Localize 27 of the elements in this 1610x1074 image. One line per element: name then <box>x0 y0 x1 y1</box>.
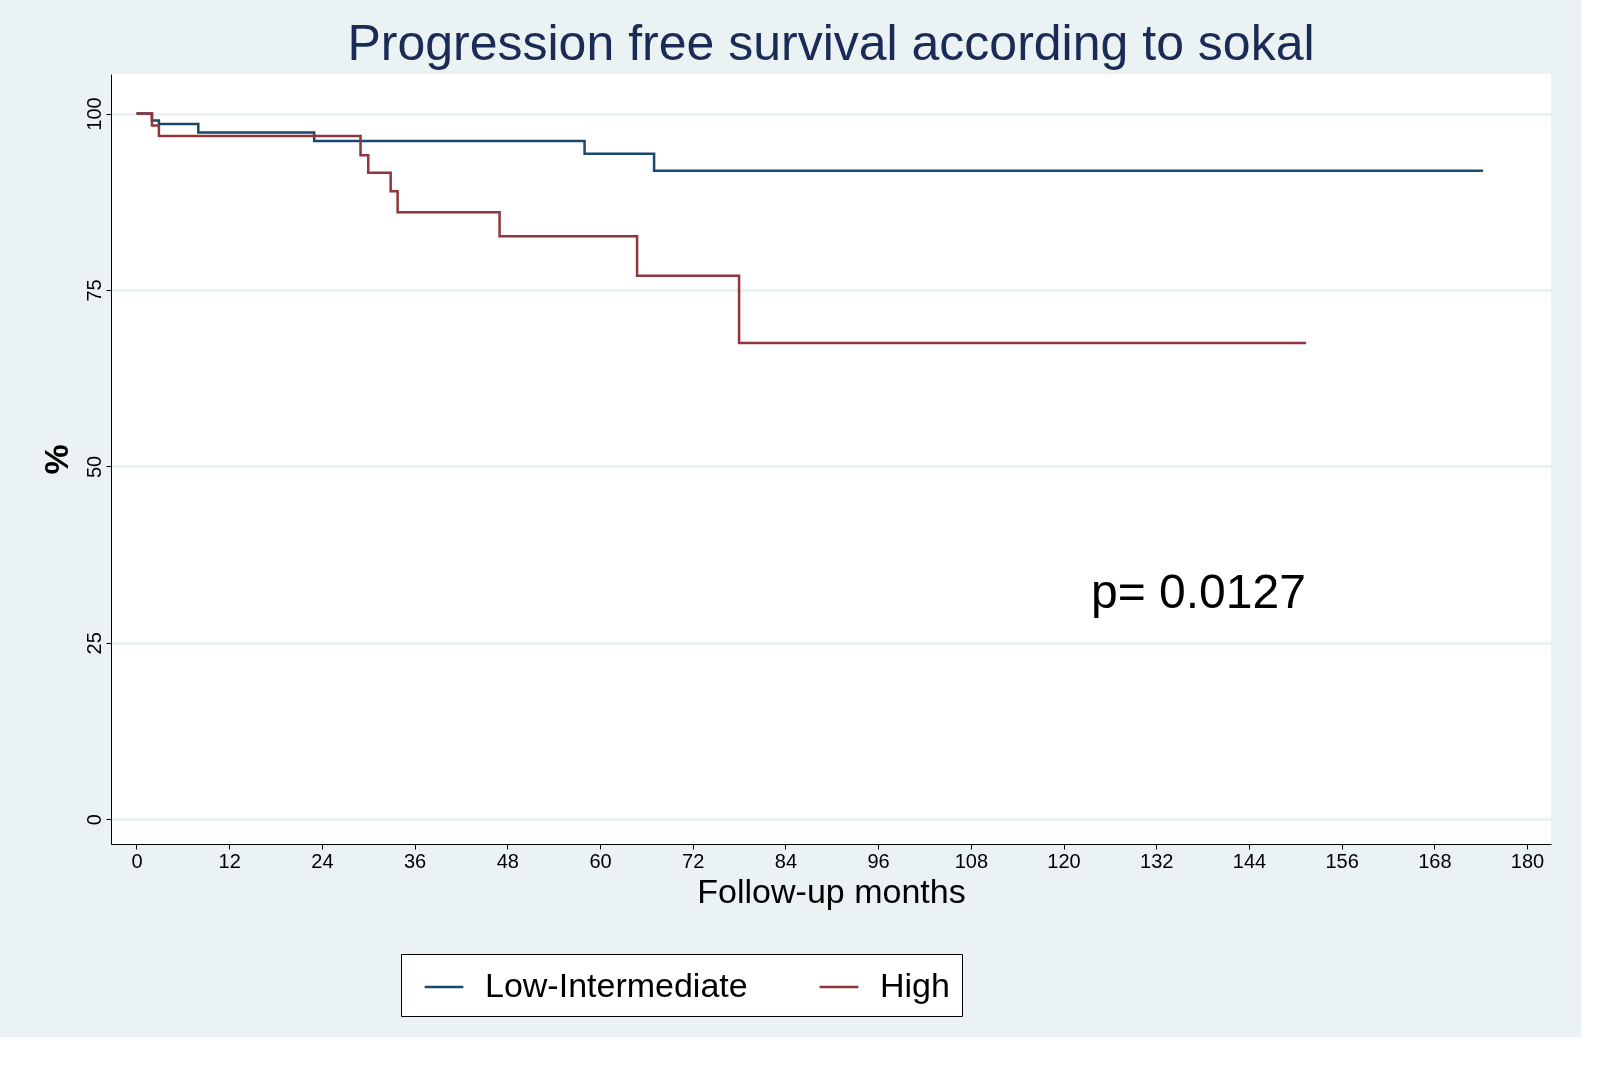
x-tick-label: 36 <box>403 849 427 872</box>
x-tick-label: 48 <box>496 849 519 872</box>
y-tick-label: 0 <box>82 814 105 826</box>
y-tick-label: 100 <box>82 97 105 131</box>
y-tick-label: 75 <box>82 279 105 302</box>
x-tick-label: 120 <box>1047 849 1081 872</box>
x-tick-label: 84 <box>774 849 798 872</box>
y-tick-label: 50 <box>82 455 105 479</box>
x-tick-label: 24 <box>311 849 334 872</box>
y-axis-title: % <box>36 444 75 475</box>
x-tick-label: 168 <box>1418 849 1452 872</box>
legend-label: High <box>880 966 950 1004</box>
x-tick-label: 60 <box>589 849 612 872</box>
legend-label: Low-Intermediate <box>485 966 748 1004</box>
chart-title: Progression free survival according to sokal <box>347 15 1315 71</box>
x-tick-label: 72 <box>682 849 705 872</box>
x-tick-label: 108 <box>954 849 989 872</box>
x-tick-label: 12 <box>218 849 241 872</box>
x-tick-label: 132 <box>1140 849 1174 872</box>
x-tick-label: 0 <box>131 849 143 872</box>
x-tick-label: 156 <box>1325 849 1359 872</box>
x-tick-label: 180 <box>1510 849 1545 872</box>
x-tick-label: 96 <box>867 849 890 872</box>
x-axis-title: Follow-up months <box>697 871 966 910</box>
annotation: p= 0.0127 <box>1091 565 1306 618</box>
x-tick-label: 144 <box>1232 849 1267 872</box>
y-tick-label: 25 <box>82 632 105 655</box>
